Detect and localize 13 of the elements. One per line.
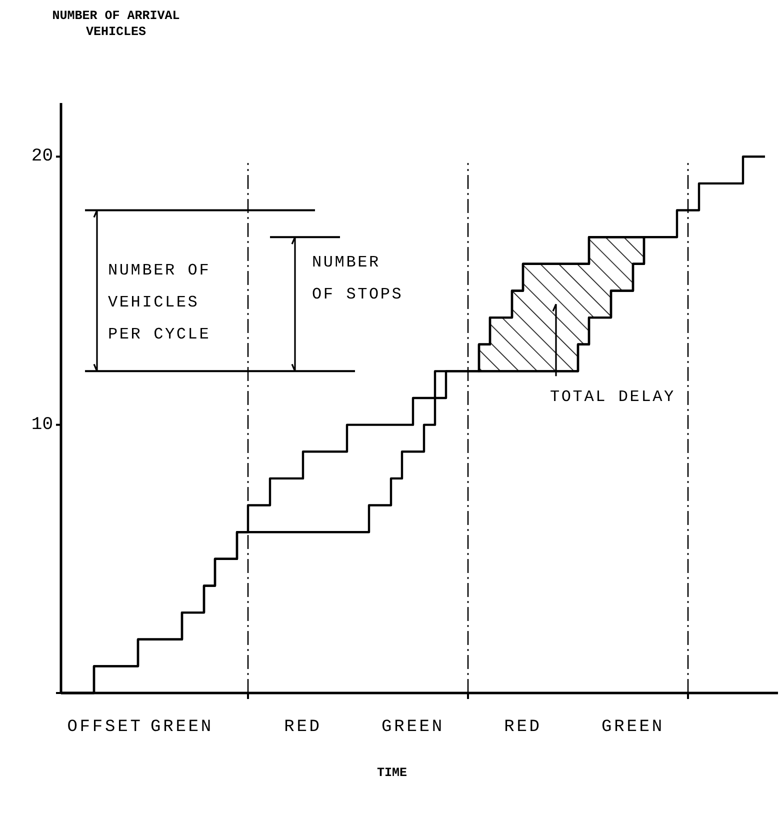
y-tick-label: 10 [31,414,53,435]
x-tick-label: RED [504,718,542,737]
x-tick-label: RED [284,718,322,737]
x-tick-label: GREEN [150,718,214,737]
x-tick-label: OFFSET [67,718,143,737]
x-tick-label: GREEN [381,718,445,737]
annotation: NUMBER OF STOPS [312,254,404,304]
x-axis-title: TIME [376,766,408,780]
y-tick-label: 20 [31,146,53,167]
x-tick-label: GREEN [601,718,665,737]
text: NUMBER OF ARRIVAL VEHICLES [52,9,180,39]
annotation: NUMBER OF VEHICLES PER CYCLE [108,262,211,344]
annotation: TOTAL DELAY [550,388,676,406]
